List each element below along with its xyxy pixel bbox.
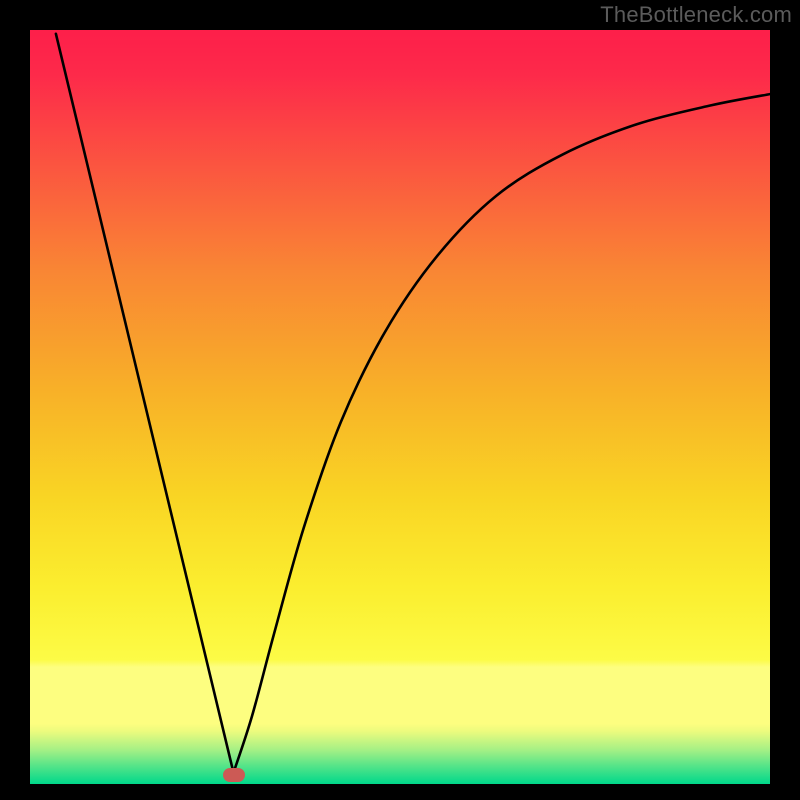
chart-container: TheBottleneck.com [0,0,800,800]
frame-left [0,0,30,800]
minimum-marker [223,768,245,782]
gradient-background [30,30,770,784]
frame-bottom [0,784,800,800]
plot-area [30,30,770,784]
watermark-text: TheBottleneck.com [600,2,792,28]
frame-right [770,0,800,800]
